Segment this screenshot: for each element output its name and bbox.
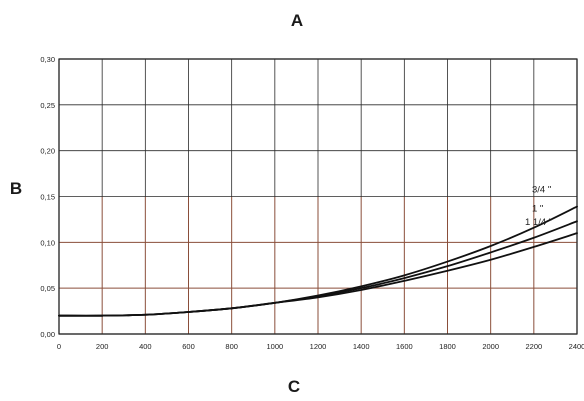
- x-tick-label: 2200: [525, 342, 542, 351]
- x-tick-label: 800: [225, 342, 238, 351]
- x-axis-label: C: [288, 377, 300, 396]
- y-tick-label: 0,00: [40, 330, 55, 339]
- series-label: 1 1/4 ": [525, 217, 552, 228]
- y-tick-label: 0,10: [40, 238, 55, 247]
- series-line: [58, 232, 578, 317]
- x-tick-label: 0: [57, 342, 61, 351]
- chart-title: A: [291, 11, 303, 30]
- y-tick-label: 0,15: [40, 193, 55, 202]
- x-tick-label: 1000: [266, 342, 283, 351]
- series-labels: 3/4 " 1 " 1 1/4 ": [525, 185, 552, 229]
- x-tick-label: 1800: [439, 342, 456, 351]
- y-tick-label: 0,05: [40, 284, 55, 293]
- series-label: 3/4 ": [532, 185, 551, 196]
- y-tick-label: 0,25: [40, 101, 55, 110]
- series-label: 1 ": [532, 203, 543, 214]
- x-tick-label: 1400: [353, 342, 370, 351]
- y-axis-label: B: [10, 179, 22, 198]
- x-tick-label: 400: [139, 342, 152, 351]
- plot-frame: [58, 58, 578, 335]
- x-tick-label: 1600: [396, 342, 413, 351]
- x-tick-label: 2000: [482, 342, 499, 351]
- x-tick-label: 200: [96, 342, 109, 351]
- y-tick-label: 0,20: [40, 147, 55, 156]
- series-lines: [58, 205, 578, 317]
- y-tick-label: 0,30: [40, 55, 55, 64]
- grid: [58, 58, 578, 335]
- x-tick-label: 2400: [569, 342, 584, 351]
- tick-labels: 0 200 400 600 800 1000 1200 1400 1600 1800 2000 220…: [40, 55, 584, 351]
- x-tick-label: 1200: [310, 342, 327, 351]
- x-tick-label: 600: [182, 342, 195, 351]
